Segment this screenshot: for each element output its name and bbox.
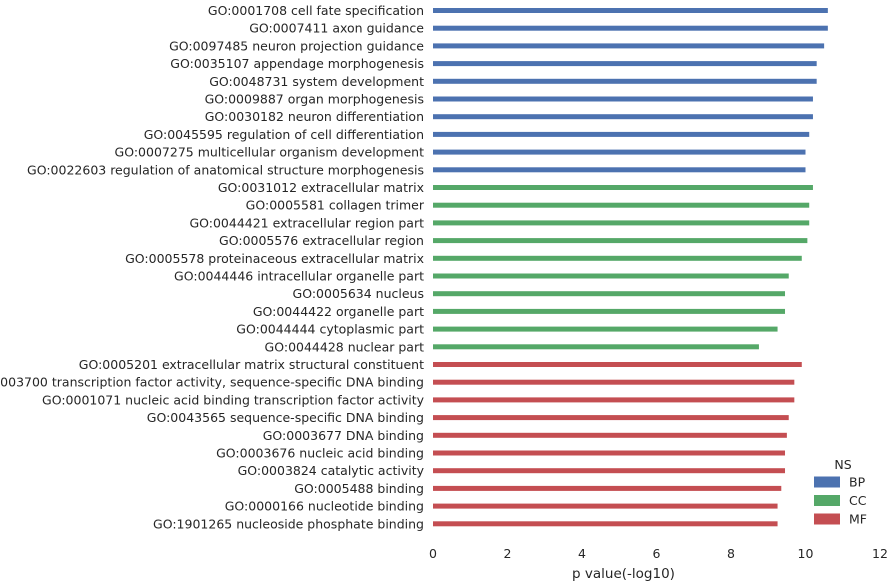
category-label: GO:0044421 extracellular region part: [189, 215, 424, 230]
bar-mf: [433, 415, 789, 421]
category-label: GO:0003700 transcription factor activity…: [0, 375, 424, 390]
legend-swatch-mf: [814, 513, 840, 525]
legend-entries: BP CC MF: [814, 475, 867, 527]
legend: NS BP CC MF: [814, 457, 867, 527]
bar-bp: [433, 96, 813, 102]
x-tick-label: 0: [429, 546, 437, 561]
x-tick-label: 2: [504, 546, 512, 561]
category-label: GO:0005578 proteinaceous extracellular m…: [125, 251, 424, 266]
bar-mf: [433, 397, 795, 403]
bar-bp: [433, 61, 817, 67]
bar-cc: [433, 291, 786, 297]
bar-mf: [433, 485, 782, 491]
legend-label-bp: BP: [849, 475, 866, 490]
x-tick-label: 12: [872, 546, 888, 561]
legend-swatch-cc: [814, 495, 840, 506]
bars-group: [433, 8, 828, 527]
category-label: GO:0044428 nuclear part: [265, 339, 425, 354]
category-label: GO:0001708 cell fate specification: [208, 3, 424, 18]
bar-cc: [433, 344, 759, 350]
category-label: GO:0031012 extracellular matrix: [218, 180, 424, 195]
x-tick-label: 4: [578, 546, 586, 561]
bar-mf: [433, 503, 778, 509]
bar-mf: [433, 432, 787, 438]
category-label: GO:0030182 neuron differentiation: [205, 109, 424, 124]
category-label: GO:0005488 binding: [294, 481, 424, 496]
bar-bp: [433, 131, 810, 137]
category-label: GO:0005201 extracellular matrix structur…: [79, 357, 424, 372]
category-labels-group: GO:0001708 cell fate specification GO:000…: [0, 3, 425, 531]
category-label: GO:0044446 intracellular organelle part: [174, 269, 424, 284]
bar-mf: [433, 362, 802, 367]
bar-cc: [433, 326, 778, 332]
x-tick-labels-group: 0 2 4 6 8 10 12: [429, 546, 888, 561]
legend-title: NS: [834, 457, 851, 472]
bar-bp: [433, 149, 806, 155]
x-tick-label: 10: [798, 546, 814, 561]
category-label: GO:0003677 DNA binding: [263, 428, 424, 443]
bar-bp: [433, 8, 828, 13]
category-label: GO:0007411 axon guidance: [249, 21, 424, 36]
bar-cc: [433, 308, 786, 314]
x-tick-label: 8: [727, 546, 735, 561]
category-label: GO:0045595 regulation of cell differenti…: [144, 127, 424, 142]
bar-bp: [433, 78, 817, 84]
category-label: GO:0005581 collagen trimer: [246, 198, 425, 213]
category-label: GO:0003824 catalytic activity: [238, 463, 425, 478]
category-label: GO:0005634 nucleus: [293, 286, 424, 301]
category-label: GO:0044422 organelle part: [253, 304, 424, 319]
bar-cc: [433, 202, 810, 208]
category-label: GO:0022603 regulation of anatomical stru…: [27, 162, 424, 177]
bar-bp: [433, 114, 813, 120]
category-label: GO:0048731 system development: [209, 74, 424, 89]
bar-bp: [433, 43, 825, 49]
category-label: GO:0005576 extracellular region: [219, 233, 424, 248]
category-label: GO:0009887 organ morphogenesis: [205, 92, 424, 107]
bar-cc: [433, 185, 813, 190]
x-axis-title: p value(-log10): [572, 566, 675, 582]
bar-bp: [433, 167, 806, 173]
category-label: GO:0001071 nucleic acid binding transcri…: [42, 392, 425, 407]
category-label: GO:0097485 neuron projection guidance: [169, 38, 424, 53]
x-tick-label: 6: [653, 546, 661, 561]
legend-label-mf: MF: [849, 512, 867, 527]
category-label: GO:0035107 appendage morphogenesis: [170, 56, 424, 71]
bar-mf: [433, 521, 778, 527]
category-label: GO:0000166 nucleotide binding: [225, 499, 424, 514]
bar-cc: [433, 220, 810, 226]
bar-cc: [433, 255, 802, 261]
bar-mf: [433, 450, 786, 456]
category-label: GO:0044444 cytoplasmic part: [236, 322, 424, 337]
bar-bp: [433, 25, 828, 31]
bar-mf: [433, 468, 786, 474]
bar-cc: [433, 273, 789, 279]
bar-cc: [433, 238, 808, 244]
legend-swatch-bp: [814, 476, 840, 488]
category-label: GO:0007275 multicellular organism develo…: [115, 145, 425, 160]
category-label: GO:1901265 nucleoside phosphate binding: [153, 516, 424, 531]
legend-label-cc: CC: [849, 493, 867, 508]
category-label: GO:0043565 sequence-specific DNA binding: [147, 410, 424, 425]
category-label: GO:0003676 nucleic acid binding: [216, 446, 424, 461]
bar-mf: [433, 379, 795, 385]
